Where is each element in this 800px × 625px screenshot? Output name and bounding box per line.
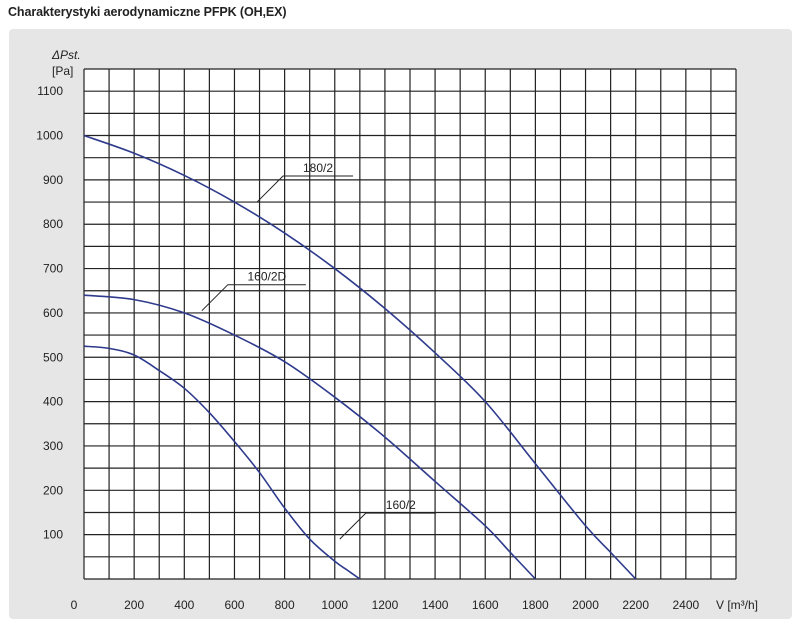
label-leader-160-2 (339, 512, 436, 540)
y-tick-label: 100 (43, 528, 63, 542)
x-axis-label: V [m³/h] (716, 598, 758, 612)
curve-label-180-2: 180/2 (303, 161, 333, 175)
y-axis-unit: [Pa] (52, 64, 73, 78)
x-tick-label: 2000 (572, 598, 599, 612)
curve-labels: 180/2 160/2D 160/2 (201, 161, 436, 540)
y-axis-label: ΔPst. (51, 48, 81, 62)
tick-labels: 0 200 400 600 800 1000 1200 1400 1600 1800 2000 220… (36, 84, 699, 612)
x-tick-label: 1000 (321, 598, 348, 612)
series-curves (83, 134, 637, 580)
curve-label-160-2: 160/2 (386, 498, 416, 512)
x-tick-label: 0 (71, 598, 78, 612)
x-tick-label: 1200 (372, 598, 399, 612)
y-tick-label: 1000 (36, 129, 63, 143)
y-tick-label: 900 (43, 173, 63, 187)
y-tick-label: 1100 (37, 84, 63, 98)
chart-title: Charakterystyki aerodynamiczne PFPK (OH,… (8, 5, 287, 19)
y-tick-label: 600 (43, 306, 63, 320)
series-line-160-2 (83, 345, 361, 580)
label-leader-160-2D (201, 284, 306, 312)
x-tick-label: 2200 (622, 598, 649, 612)
x-tick-label: 1400 (422, 598, 449, 612)
y-tick-label: 700 (43, 262, 63, 276)
x-tick-label: 1800 (522, 598, 549, 612)
x-tick-label: 400 (174, 598, 194, 612)
label-leader-180-2 (256, 175, 354, 203)
y-tick-label: 800 (43, 217, 63, 231)
grid (83, 68, 737, 580)
x-tick-label: 200 (124, 598, 144, 612)
series-line-180-2 (83, 134, 637, 580)
y-tick-label: 500 (43, 350, 63, 364)
x-tick-label: 800 (275, 598, 295, 612)
x-tick-label: 2400 (672, 598, 699, 612)
y-tick-label: 300 (43, 439, 63, 453)
x-tick-label: 600 (224, 598, 244, 612)
y-tick-label: 200 (43, 483, 63, 497)
series-line-160-2D (83, 294, 536, 580)
x-tick-label: 1600 (472, 598, 499, 612)
y-tick-label: 400 (43, 395, 63, 409)
curve-label-160-2D: 160/2D (248, 270, 287, 284)
